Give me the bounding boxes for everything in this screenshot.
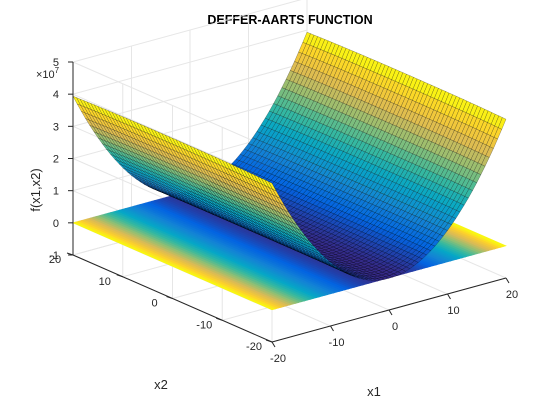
z-tick-label: 2: [53, 154, 59, 166]
y-tick-mark: [166, 296, 173, 299]
x-tick-mark: [271, 341, 276, 348]
x-tick-mark: [388, 309, 393, 316]
x-axis-label: x1: [367, 384, 381, 399]
y-tick-mark: [265, 339, 273, 343]
y-tick-mark: [216, 317, 223, 321]
x-tick-label: -10: [329, 337, 345, 349]
z-tick-label: 3: [53, 121, 59, 133]
z-tick-label: 4: [53, 89, 59, 101]
y-tick-label: 10: [99, 276, 111, 288]
x-tick-label: 10: [447, 305, 459, 317]
axes-layer: [66, 61, 510, 348]
chart-title: DEFFER-AARTS FUNCTION: [207, 13, 372, 27]
y-tick-mark: [116, 274, 123, 278]
x-tick-mark: [447, 293, 451, 300]
y-tick-label: -20: [246, 341, 262, 353]
surface-patch: [498, 117, 507, 130]
z-tick-label: -1: [49, 250, 59, 262]
x-tick-mark: [330, 325, 334, 332]
exponent-label: ×107: [36, 66, 60, 81]
y-tick-label: 0: [151, 298, 157, 310]
z-tick-label: 5: [53, 57, 59, 69]
z-tick-label: 0: [53, 218, 59, 230]
y-tick-label: -10: [196, 319, 212, 331]
y-axis-label: x2: [154, 377, 168, 392]
surface-mesh: [72, 32, 507, 281]
x-tick-label: 20: [506, 289, 518, 301]
y-tick-label: 20: [49, 254, 61, 266]
x-tick-mark: [505, 277, 510, 284]
x-tick-label: -20: [270, 353, 286, 365]
z-axis-label: f(x1,x2): [28, 168, 43, 211]
z-tick-label: 1: [53, 186, 59, 198]
x-tick-label: 0: [392, 321, 398, 333]
